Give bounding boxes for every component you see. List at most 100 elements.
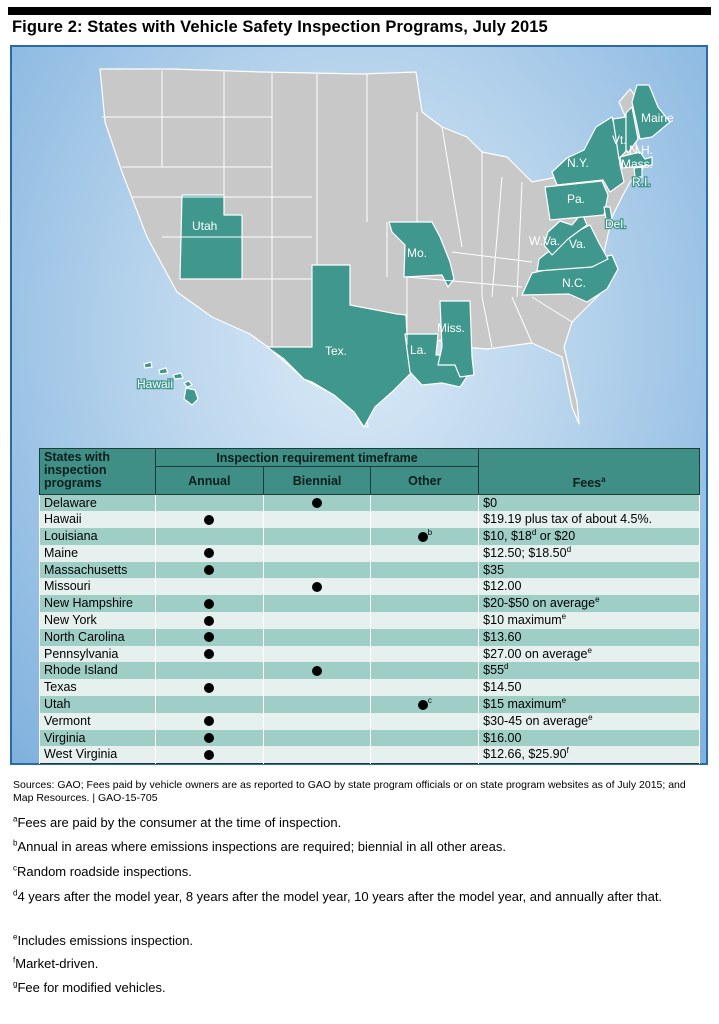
footnote: d4 years after the model year, 8 years a… [13, 889, 703, 905]
cell-biennial [262, 679, 372, 697]
cell-fee: $30-45 on averagee [478, 712, 700, 730]
check-dot-icon [204, 598, 215, 609]
cell-annual [154, 528, 264, 545]
state-delaware [603, 206, 613, 220]
cell-other: c [370, 695, 480, 713]
header-timeframe: Inspection requirement timeframe [154, 448, 480, 467]
header-states: States with inspection programs [39, 448, 156, 495]
fee-value: $12.50; $18.50 [483, 545, 567, 560]
check-dot-icon [204, 682, 215, 693]
cell-biennial [262, 511, 372, 529]
cell-annual [154, 696, 264, 713]
cell-annual [154, 679, 264, 697]
check-dot-icon [312, 498, 323, 509]
cell-state: Rhode Island [39, 662, 156, 680]
table-body: Delaware $0 Hawaii $19.19 plus tax of about… [39, 494, 700, 764]
cell-state: New York [39, 612, 156, 629]
cell-biennial [262, 628, 372, 646]
state-vermont [612, 116, 627, 160]
cell-annual [154, 628, 264, 646]
footnote: cRandom roadside inspections. [13, 864, 703, 880]
cell-biennial [262, 595, 372, 613]
fee-note: f [566, 745, 569, 755]
footnote-text: Fee for modified vehicles. [17, 980, 166, 995]
fee-value: $19.19 plus tax of about 4.5%. [483, 512, 653, 527]
footnote-text: Fees are paid by the consumer at the tim… [17, 815, 342, 830]
cell-state: North Carolina [39, 628, 156, 646]
label-la: La. [410, 343, 427, 357]
cell-biennial [262, 729, 372, 747]
footnote: aFees are paid by the consumer at the ti… [13, 815, 703, 831]
fee-note: e [595, 595, 600, 605]
check-dot-icon [312, 666, 323, 677]
check-dot-icon [417, 531, 428, 542]
check-dot-icon [204, 565, 215, 576]
cell-annual [154, 729, 264, 747]
label-nh: N.H. [629, 143, 653, 157]
cell-biennial [262, 712, 372, 730]
island-hawaii-2 [158, 367, 169, 375]
header-fees: Feesa [478, 448, 700, 495]
label-del: Del. [605, 217, 626, 231]
cell-other [370, 578, 480, 596]
label-nc: N.C. [562, 276, 586, 290]
cell-annual [154, 662, 264, 680]
cell-state: Missouri [39, 578, 156, 596]
cell-annual [154, 645, 264, 663]
footnote-mark: d [13, 888, 18, 898]
state-north-carolina [521, 254, 619, 303]
sources-note: Sources: GAO; Fees paid by vehicle owner… [13, 779, 686, 804]
state-massachusetts [619, 151, 653, 169]
figure-panel: Maine Vt. N.H. N.Y. Mass. R.I. Pa. Del. … [10, 45, 708, 765]
fee-value: $27.00 on average [483, 646, 588, 661]
cell-fee: $12.50; $18.50d [478, 544, 700, 562]
cell-biennial [262, 494, 372, 512]
state-texas [266, 264, 413, 428]
table-row: Vermont $30-45 on averagee [39, 712, 700, 730]
cell-fee: $14.50 [478, 679, 700, 697]
state-new-york [551, 116, 625, 193]
fee-value: $30-45 on average [483, 713, 589, 728]
cell-biennial [262, 578, 372, 596]
fee-value: $35 [483, 562, 505, 577]
label-miss: Miss. [437, 321, 465, 335]
cell-state: Texas [39, 679, 156, 697]
fee-value: $10 maximum [483, 612, 562, 627]
cell-annual [154, 595, 264, 613]
cell-other [370, 595, 480, 613]
header-biennial: Biennial [262, 466, 372, 495]
label-pa: Pa. [567, 192, 585, 206]
footnote-text: Includes emissions inspection. [17, 933, 194, 948]
cell-fee: $55d [478, 662, 700, 680]
footnote-text: Annual in areas where emissions inspecti… [17, 839, 506, 854]
cell-state: Maine [39, 544, 156, 562]
label-mass: Mass. [621, 157, 653, 171]
label-vt: Vt. [612, 133, 627, 147]
island-hawaii-4 [183, 380, 193, 388]
top-rule [8, 7, 711, 15]
cell-fee: $15 maximume [478, 696, 700, 713]
island-hawaii-3 [172, 372, 184, 380]
footnote-text: Random roadside inspections. [17, 864, 192, 879]
cell-other [370, 628, 480, 646]
cell-fee: $12.66, $25.90f [478, 745, 700, 764]
check-dot-icon [204, 632, 215, 643]
check-dot-icon [417, 699, 428, 710]
island-hawaii-big [183, 387, 199, 406]
other-note: c [427, 695, 432, 705]
footnote-mark: f [13, 955, 16, 965]
cell-biennial [262, 612, 372, 629]
fee-value: $0 [483, 495, 498, 510]
label-va: Va. [569, 237, 586, 251]
fee-value-after: or $20 [536, 528, 576, 543]
footnote: gFee for modified vehicles. [13, 980, 703, 996]
island-hawaii-1 [143, 361, 153, 369]
cell-annual [154, 494, 264, 512]
table-row: Texas $14.50 [39, 679, 700, 697]
label-mo: Mo. [407, 246, 427, 260]
cell-state: Massachusetts [39, 561, 156, 579]
us-map: Maine Vt. N.H. N.Y. Mass. R.I. Pa. Del. … [99, 68, 674, 428]
cell-state: Delaware [39, 494, 156, 512]
cell-state: West Virginia [39, 746, 156, 764]
table-row: Hawaii $19.19 plus tax of about 4.5%. [39, 511, 700, 529]
